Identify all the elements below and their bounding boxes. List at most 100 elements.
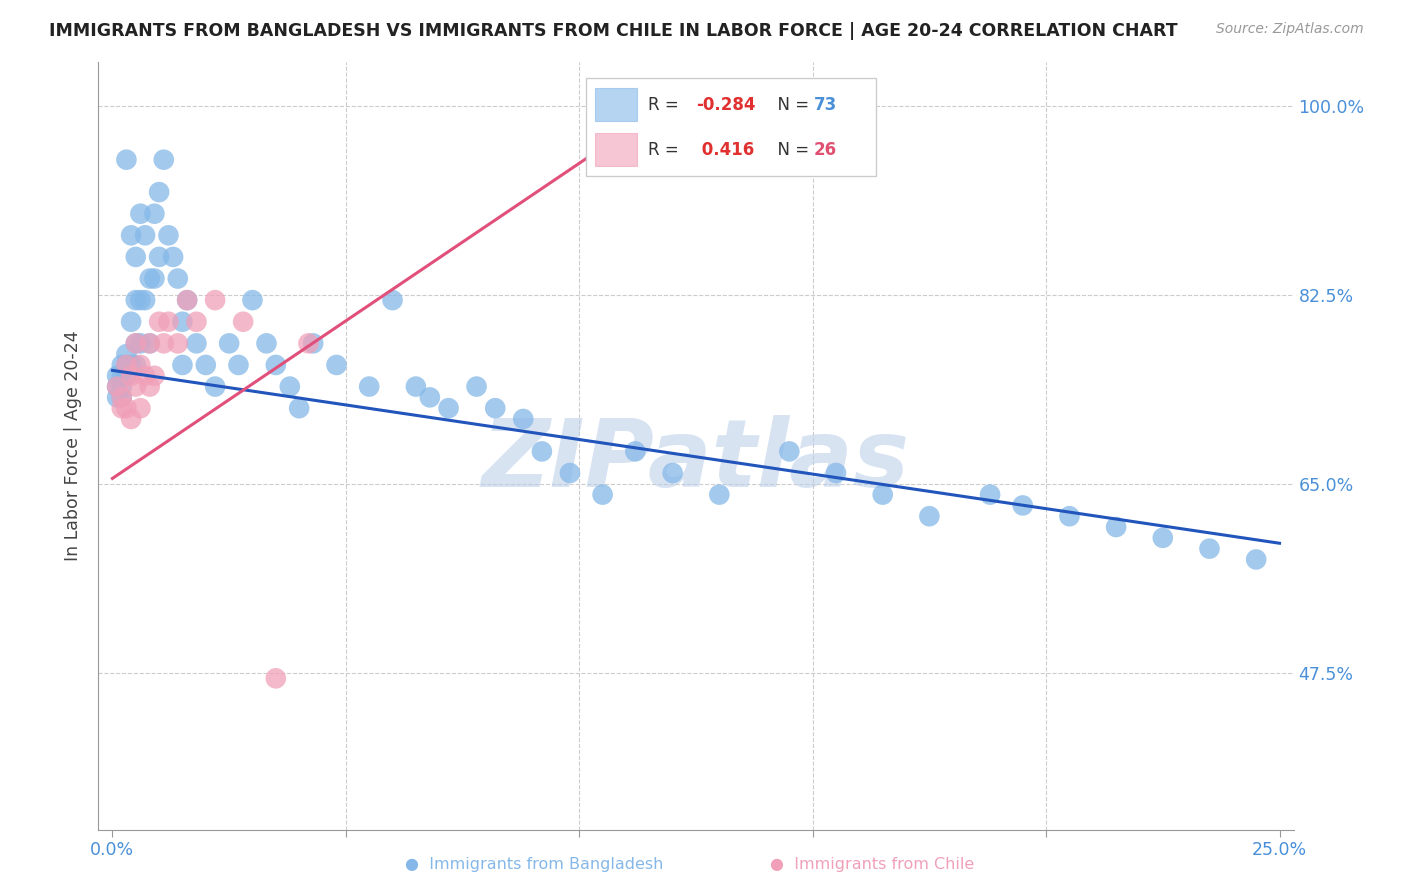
Text: R =: R = bbox=[648, 95, 685, 113]
Text: R =: R = bbox=[648, 141, 685, 159]
Point bbox=[302, 336, 325, 351]
Point bbox=[143, 271, 166, 285]
Point bbox=[125, 250, 148, 264]
Text: IMMIGRANTS FROM BANGLADESH VS IMMIGRANTS FROM CHILE IN LABOR FORCE | AGE 20-24 C: IMMIGRANTS FROM BANGLADESH VS IMMIGRANTS… bbox=[49, 22, 1178, 40]
Point bbox=[125, 358, 148, 372]
Point bbox=[1244, 552, 1267, 566]
Point bbox=[148, 315, 170, 329]
Point bbox=[484, 401, 506, 416]
Point bbox=[614, 120, 637, 135]
Point bbox=[592, 488, 614, 502]
Point bbox=[512, 412, 534, 426]
Point bbox=[111, 390, 134, 404]
Text: 26: 26 bbox=[814, 141, 837, 159]
Point bbox=[325, 358, 347, 372]
Point bbox=[465, 379, 488, 393]
Point bbox=[120, 315, 142, 329]
Point bbox=[194, 358, 217, 372]
Point bbox=[125, 379, 148, 393]
Point bbox=[111, 379, 134, 393]
Point bbox=[120, 412, 142, 426]
Point bbox=[918, 509, 941, 524]
Point bbox=[115, 153, 138, 167]
Point bbox=[709, 488, 731, 502]
Point bbox=[139, 336, 162, 351]
Text: Source: ZipAtlas.com: Source: ZipAtlas.com bbox=[1216, 22, 1364, 37]
Point bbox=[172, 315, 194, 329]
Point bbox=[232, 315, 254, 329]
Point bbox=[125, 293, 148, 307]
Point bbox=[105, 379, 128, 393]
Text: 73: 73 bbox=[814, 95, 837, 113]
Point bbox=[359, 379, 381, 393]
Point bbox=[166, 271, 188, 285]
Point bbox=[405, 379, 427, 393]
Point bbox=[204, 293, 226, 307]
Point bbox=[129, 293, 152, 307]
Point bbox=[558, 466, 581, 480]
Point bbox=[825, 466, 848, 480]
Point bbox=[661, 466, 683, 480]
Point bbox=[530, 444, 553, 458]
Point bbox=[129, 207, 152, 221]
FancyBboxPatch shape bbox=[595, 88, 637, 121]
Point bbox=[176, 293, 198, 307]
Point bbox=[129, 401, 152, 416]
Point bbox=[120, 368, 142, 383]
Point bbox=[437, 401, 460, 416]
Point bbox=[134, 228, 156, 243]
Point bbox=[278, 379, 301, 393]
Text: N =: N = bbox=[766, 141, 814, 159]
Point bbox=[166, 336, 188, 351]
Point bbox=[872, 488, 894, 502]
Point bbox=[134, 368, 156, 383]
Text: N =: N = bbox=[766, 95, 814, 113]
Point bbox=[120, 228, 142, 243]
Point bbox=[111, 401, 134, 416]
Point bbox=[125, 336, 148, 351]
Point bbox=[162, 250, 184, 264]
Text: 0.416: 0.416 bbox=[696, 141, 754, 159]
Point bbox=[624, 444, 647, 458]
Point bbox=[143, 207, 166, 221]
Point bbox=[256, 336, 278, 351]
Point bbox=[157, 315, 180, 329]
Point bbox=[115, 368, 138, 383]
Point bbox=[139, 271, 162, 285]
Point bbox=[979, 488, 1001, 502]
Point bbox=[120, 358, 142, 372]
Point bbox=[152, 153, 174, 167]
Point bbox=[264, 358, 287, 372]
Point bbox=[143, 368, 166, 383]
Point bbox=[778, 444, 800, 458]
FancyBboxPatch shape bbox=[586, 78, 876, 177]
Point bbox=[129, 336, 152, 351]
Point bbox=[288, 401, 311, 416]
Point bbox=[204, 379, 226, 393]
Point bbox=[1059, 509, 1081, 524]
Point bbox=[228, 358, 250, 372]
Point bbox=[105, 390, 128, 404]
Point bbox=[242, 293, 264, 307]
Text: ZIPatlas: ZIPatlas bbox=[482, 416, 910, 508]
Point bbox=[172, 358, 194, 372]
Point bbox=[139, 379, 162, 393]
Point bbox=[111, 390, 134, 404]
Y-axis label: In Labor Force | Age 20-24: In Labor Force | Age 20-24 bbox=[65, 331, 83, 561]
Point bbox=[297, 336, 319, 351]
Text: ●  Immigrants from Chile: ● Immigrants from Chile bbox=[769, 857, 974, 872]
Point bbox=[419, 390, 441, 404]
Point bbox=[129, 358, 152, 372]
Point bbox=[111, 358, 134, 372]
Point bbox=[115, 347, 138, 361]
Point bbox=[105, 379, 128, 393]
Point bbox=[176, 293, 198, 307]
Point bbox=[148, 185, 170, 199]
Point bbox=[381, 293, 404, 307]
Point bbox=[1152, 531, 1174, 545]
Point bbox=[115, 401, 138, 416]
Point bbox=[115, 358, 138, 372]
Point bbox=[1105, 520, 1128, 534]
Point bbox=[115, 358, 138, 372]
Point bbox=[111, 368, 134, 383]
